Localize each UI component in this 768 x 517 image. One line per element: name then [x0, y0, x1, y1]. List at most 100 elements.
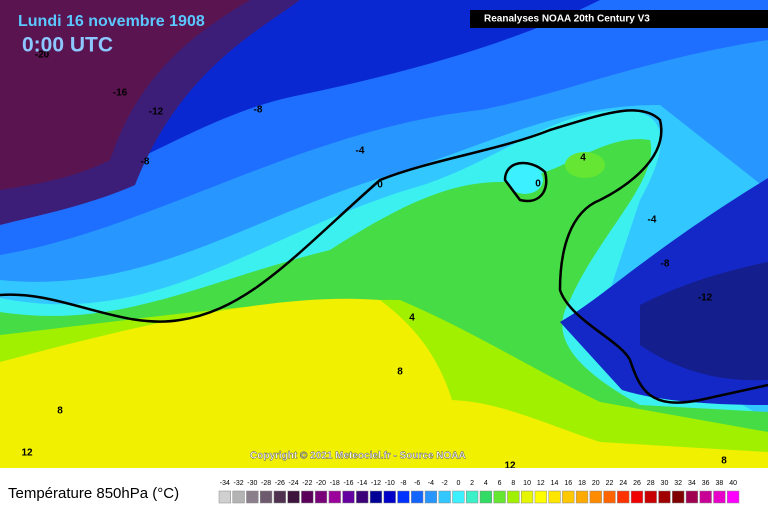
legend-tick-label: 28	[647, 480, 655, 487]
legend-swatch	[603, 490, 616, 504]
legend-tick-label: 10	[523, 480, 531, 487]
legend-swatch	[685, 490, 699, 504]
legend-swatch	[727, 490, 740, 504]
legend-swatch	[672, 490, 685, 504]
legend-tick-label: 30	[661, 480, 669, 487]
legend-swatch	[520, 490, 534, 504]
legend-tick-label: -6	[414, 480, 420, 487]
legend-swatch	[617, 490, 630, 504]
legend-swatch	[369, 490, 383, 504]
legend-swatch	[644, 490, 657, 504]
legend-swatch	[493, 490, 506, 504]
contour-label: 12	[504, 461, 516, 472]
legend-swatch	[589, 490, 602, 504]
legend-tick-label: 26	[633, 480, 641, 487]
legend-tick-label: -30	[247, 480, 257, 487]
legend-swatch	[246, 490, 259, 504]
contour-label: 4	[580, 153, 586, 164]
legend-tick-label: 12	[537, 480, 545, 487]
legend-swatch	[466, 490, 479, 504]
field-inland	[565, 152, 605, 178]
field-extreme-cold	[0, 0, 250, 190]
legend-swatch	[301, 490, 314, 504]
legend-tick-label: -14	[357, 480, 367, 487]
contour-label: -4	[648, 215, 657, 226]
legend-tick-label: -2	[442, 480, 448, 487]
legend-swatch	[232, 490, 245, 504]
legend-swatch	[383, 490, 396, 504]
legend-tick-label: -22	[302, 480, 312, 487]
contour-label: -20	[35, 50, 50, 61]
legend-swatch	[575, 490, 589, 504]
zero-isotherm	[0, 109, 768, 404]
legend-tick-label: 4	[484, 480, 488, 487]
legend-tick-label: -32	[234, 480, 244, 487]
source-box	[470, 10, 768, 28]
contour-label: -8	[141, 157, 150, 168]
time-label: 0:00 UTC	[22, 34, 113, 57]
legend-swatch	[658, 490, 671, 504]
contour-label: -12	[149, 107, 164, 118]
legend-tick-label: -24	[288, 480, 298, 487]
legend-tick-label: 36	[702, 480, 710, 487]
legend-tick-label: 18	[578, 480, 586, 487]
legend-swatch	[534, 490, 547, 504]
copyright: Copyright © 2021 Meteociel.fr - Source N…	[250, 451, 466, 462]
legend-swatch	[699, 490, 712, 504]
contour-label: 8	[397, 367, 403, 378]
legend-tick-label: 20	[592, 480, 600, 487]
legend-tick-label: 24	[619, 480, 627, 487]
legend-swatch	[397, 490, 410, 504]
legend-tick-label: -28	[261, 480, 271, 487]
legend-tick-label: 32	[674, 480, 682, 487]
legend-tick-label: -10	[385, 480, 395, 487]
legend-swatch	[328, 490, 341, 504]
contour-label: 4	[409, 313, 415, 324]
field-east-colder	[640, 262, 768, 381]
contour-label: -16	[113, 88, 128, 99]
contour-label: -8	[661, 259, 670, 270]
legend-swatch	[630, 490, 644, 504]
color-bar: -34 -32 -30 -28 -26 -24 -22 -20 -18 -16 -14 -12 -10-…	[218, 480, 740, 504]
contour-label: -4	[356, 146, 365, 157]
legend-tick-label: -8	[400, 480, 406, 487]
legend-swatch	[314, 490, 328, 504]
field-hot	[0, 298, 768, 468]
legend-swatch	[713, 490, 726, 504]
legend-tick-label: -26	[275, 480, 285, 487]
legend-swatch	[287, 490, 300, 504]
contour-label: 0	[377, 180, 383, 191]
legend-tick-label: -20	[316, 480, 326, 487]
legend-tick-label: 34	[688, 480, 696, 487]
legend-tick-label: 22	[606, 480, 614, 487]
legend-swatch	[273, 490, 286, 504]
legend-swatch	[356, 490, 369, 504]
legend-tick-label: -34	[220, 480, 230, 487]
source-label: Reanalyses NOAA 20th Century V3	[484, 14, 650, 25]
legend-swatch	[424, 490, 438, 504]
legend-tick-label: 40	[729, 480, 737, 487]
zero-isotherm-loop	[503, 161, 548, 203]
legend-tick-label: 6	[498, 480, 502, 487]
legend-tick-label: 0	[456, 480, 460, 487]
contour-label: 0	[535, 179, 541, 190]
contour-label: 12	[21, 448, 33, 459]
legend-swatch	[259, 490, 273, 504]
legend-swatch	[479, 490, 492, 504]
legend-swatch	[438, 490, 451, 504]
legend-tick-label: -4	[428, 480, 434, 487]
legend-swatch	[218, 490, 231, 504]
legend-swatch	[342, 490, 355, 504]
legend-swatch	[548, 490, 561, 504]
legend-swatch	[507, 490, 520, 504]
field-sea	[507, 166, 543, 194]
map-field	[0, 0, 768, 468]
legend-tick-label: -18	[330, 480, 340, 487]
contour-labels: -20 -16 -12 -8 -8 -4 0 4 0 -4 -8 -12 4 8…	[21, 50, 727, 472]
contour-label: 8	[721, 456, 727, 467]
legend-tick-label: 38	[715, 480, 723, 487]
legend-tick-label: -12	[371, 480, 381, 487]
legend-panel	[0, 468, 768, 512]
